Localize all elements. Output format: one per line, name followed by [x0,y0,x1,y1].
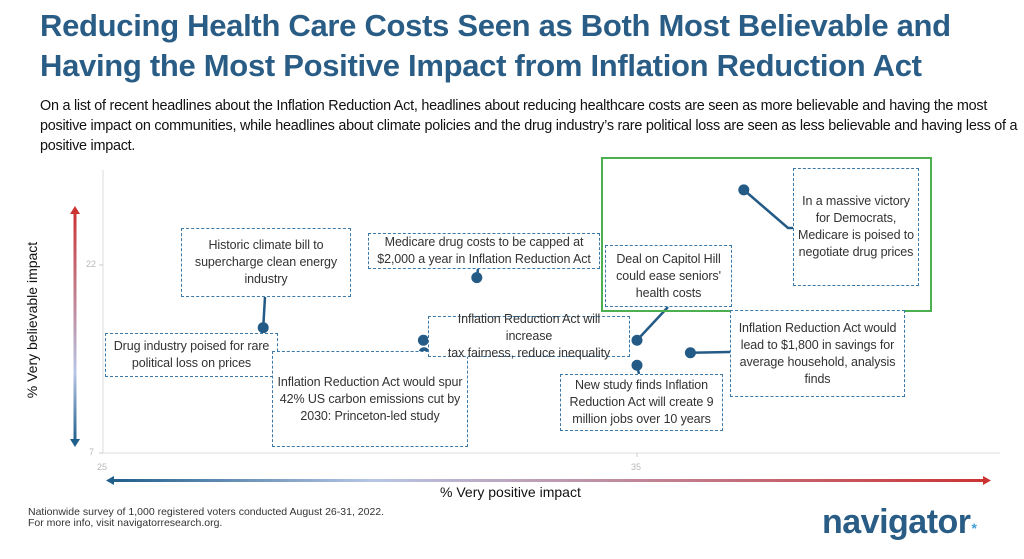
point-label-line: New study finds Inflation [575,378,708,392]
point-label-line: industry [244,272,288,286]
point-label-line: 42% US carbon emissions cut by [279,391,461,406]
data-point[interactable] [631,359,643,371]
point-label-text: Inflation Reduction Act will increase tax… [433,311,625,362]
point-label-text: Inflation Reduction Act would spur 42% US… [278,374,463,425]
point-label-line: Deal on Capitol Hill [616,251,721,266]
logo-text: navigator [822,503,971,541]
point-label-line: 2030: Princeton-led study [300,408,440,423]
point-label-line: lead to $1,800 in savings for [740,337,895,352]
point-label-line: tax fairness, reduce inequality [447,346,611,360]
y-tick-label-22: 22 [86,259,97,269]
leader-line [690,350,731,355]
footnote-line-1: Nationwide survey of 1,000 registered vo… [28,506,385,518]
data-point[interactable] [417,334,429,346]
x-gradient-arrow [106,476,991,485]
point-label-text: Historic climate bill to supercharge clea… [195,237,337,288]
point-label-text: In a massive victory for Democrats, Medica… [798,193,914,261]
point-label-text: New study finds Inflation Reduction Act w… [570,377,714,428]
x-tick-label-35: 35 [631,462,642,472]
point-label-line: Drug industry poised for rare [113,339,270,353]
point-label-line: Inflation Reduction Act would spur [277,374,463,389]
point-label: In a massive victory for Democrats, Medica… [793,168,919,286]
point-label: Medicare drug costs to be capped at $2,00… [368,233,600,269]
point-label-text: Deal on Capitol Hill could ease seniors' h… [616,251,721,302]
point-label-text: Drug industry poised for rare political l… [114,338,270,372]
point-label-line: supercharge clean energy [194,255,338,269]
point-label-line: Reduction Act will create 9 [569,395,714,409]
point-label-line: Medicare drug costs to be capped at [384,235,584,249]
subtitle: On a list of recent headlines about the … [40,98,1018,154]
navigator-logo: navigator* [822,503,977,542]
point-label-line: could ease seniors' [616,268,721,283]
point-label-line: Historic climate bill to [208,238,324,252]
point-label-line: million jobs over 10 years [572,412,711,426]
point-label-line: negotiate drug prices [798,245,914,259]
point-label: Drug industry poised for rare political l… [105,333,278,377]
point-label-text: Inflation Reduction Act would lead to $1,… [739,320,897,388]
data-point[interactable] [631,334,643,346]
page-title: Reducing Health Care Costs Seen as Both … [40,6,1000,86]
logo-star-icon: * [971,520,977,536]
point-label-line: In a massive victory [802,194,910,208]
title-line-2: Having the Most Positive Impact from Inf… [40,48,922,83]
point-label: Inflation Reduction Act will increase tax… [428,312,630,360]
footnote: Nationwide survey of 1,000 registered vo… [28,507,384,529]
data-point[interactable] [738,184,750,196]
point-label-text: Medicare drug costs to be capped at $2,00… [377,234,591,268]
x-axis-label: % Very positive impact [440,484,581,500]
point-label-line: Inflation Reduction Act will increase [457,312,601,343]
data-point[interactable] [471,272,483,284]
point-label-line: Medicare is poised to [798,228,915,242]
point-label: Inflation Reduction Act would lead to $1,… [730,310,905,397]
point-label-line: political loss on prices [131,356,252,370]
point-label: New study finds Inflation Reduction Act w… [560,374,723,431]
point-label-line: $2,000 a year in Inflation Reduction Act [377,252,591,266]
leader-line [636,306,669,342]
point-label-line: Inflation Reduction Act would [738,320,897,335]
point-label-line: finds [804,371,831,386]
point-label-line: average household, analysis [739,354,896,369]
point-label: Deal on Capitol Hill could ease seniors' h… [605,245,732,307]
data-point[interactable] [257,322,269,334]
y-tick-label-7: 7 [89,447,95,457]
point-label-line: health costs [635,285,702,300]
point-label: Historic climate bill to supercharge clea… [181,228,351,297]
footnote-line-2: For more info, visit navigatorresearch.o… [28,517,223,529]
point-label-line: for Democrats, [815,211,897,225]
x-tick-label-25: 25 [97,462,108,472]
y-axis-label: % Very believable impact [24,241,40,399]
point-label: Inflation Reduction Act would spur 42% US… [272,351,468,447]
data-point[interactable] [684,347,696,359]
y-gradient-arrow [70,206,80,447]
title-line-1: Reducing Health Care Costs Seen as Both … [40,8,951,43]
leader-line [742,188,793,230]
